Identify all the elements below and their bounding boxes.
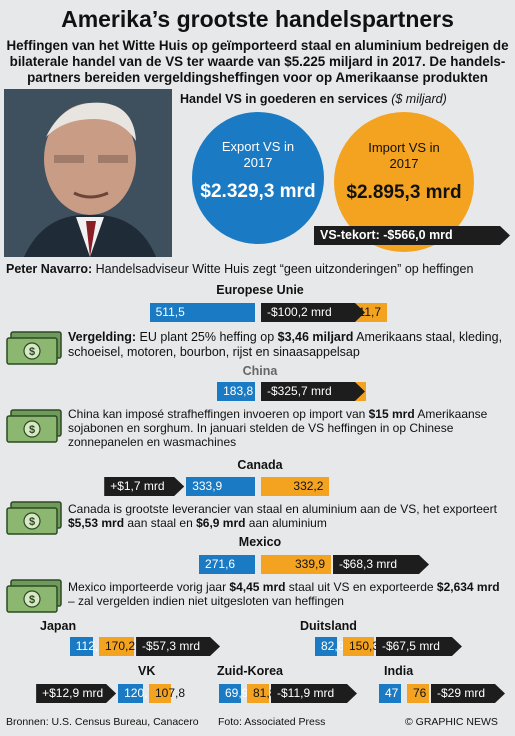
canada-note: Canada is grootste leverancier van staal… bbox=[68, 502, 508, 530]
eu-note-bold: Vergelding: bbox=[68, 330, 137, 344]
balance-tag: -$325,7 mrd bbox=[261, 382, 365, 401]
eu-note-text: Amerikaans staal, kleding, schoeisel, mo… bbox=[68, 330, 503, 359]
balance-tag: +$12,9 mrd bbox=[36, 684, 116, 703]
china-note-text: Amerikaanse sojabonen en sorghum. In jan… bbox=[68, 407, 488, 449]
country-label: VK bbox=[138, 664, 156, 678]
canada-note-amount: $5,53 mrd bbox=[68, 516, 125, 530]
china-note: China kan imposé strafheffingen invoeren… bbox=[68, 407, 508, 449]
mexico-note-text: Mexico importeerde vorig jaar bbox=[68, 580, 230, 594]
country-label: China bbox=[242, 364, 278, 378]
money-icon: $ bbox=[6, 409, 62, 443]
balance-tag: -$11,9 mrd bbox=[271, 684, 357, 703]
balance-tag: -$100,2 mrd bbox=[261, 303, 365, 322]
export-bar: 120,7 bbox=[118, 684, 154, 703]
eu-note-text: EU plant 25% heffing op bbox=[136, 330, 278, 344]
page-subtitle: Heffingen van het Witte Huis op geïmport… bbox=[6, 38, 509, 85]
sources: Bronnen: U.S. Census Bureau, Canacero bbox=[6, 716, 199, 728]
balance-tag: -$57,3 mrd bbox=[136, 637, 220, 656]
china-note-text: China kan imposé strafheffingen invoeren… bbox=[68, 407, 369, 421]
export-bar: 69,9 bbox=[219, 684, 248, 703]
country-label: Canada bbox=[237, 458, 283, 472]
export-bar: 511,5 bbox=[149, 303, 255, 322]
summary-heading: Handel VS in goederen en services ($ mil… bbox=[180, 92, 510, 106]
import-bar: 107,8 bbox=[149, 684, 185, 703]
export-bar: 183,8 bbox=[217, 382, 255, 401]
mexico-note: Mexico importeerde vorig jaar $4,45 mrd … bbox=[68, 580, 508, 608]
balance-tag: -$68,3 mrd bbox=[333, 555, 429, 574]
import-bar: 81,8 bbox=[247, 684, 276, 703]
export-circle: Export VS in 2017 $2.329,3 mrd bbox=[192, 112, 324, 244]
svg-text:$: $ bbox=[29, 346, 35, 358]
country-label: Zuid-Korea bbox=[217, 664, 283, 678]
import-bar: 150,3 bbox=[343, 637, 379, 656]
import-bar: 339,9 bbox=[261, 555, 332, 574]
export-bar: 271,6 bbox=[199, 555, 255, 574]
mexico-note-amount: $4,45 mrd bbox=[229, 580, 286, 594]
mexico-note-amount: $2,634 mrd bbox=[436, 580, 500, 594]
import-label: Import VS in 2017 bbox=[368, 140, 440, 171]
country-label: India bbox=[384, 664, 414, 678]
canada-note-text: aan aluminium bbox=[245, 516, 327, 530]
eu-note: Vergelding: EU plant 25% heffing op $3,4… bbox=[68, 330, 508, 360]
navarro-quote: Handelsadviseur Witte Huis zegt “geen ui… bbox=[92, 262, 474, 276]
export-label: Export VS in 2017 bbox=[221, 139, 295, 170]
import-bar: 170,2 bbox=[99, 637, 135, 656]
navarro-caption: Peter Navarro: Handelsadviseur Witte Hui… bbox=[6, 262, 511, 276]
balance-tag: -$29 mrd bbox=[431, 684, 505, 703]
summary-heading-text: Handel VS in goederen en services bbox=[180, 92, 388, 106]
money-icon: $ bbox=[6, 579, 62, 613]
svg-text:$: $ bbox=[29, 594, 35, 606]
money-icon: $ bbox=[6, 501, 62, 535]
mexico-note-text: staal uit VS en exporteerde bbox=[285, 580, 437, 594]
svg-text:$: $ bbox=[29, 516, 35, 528]
country-label: Japan bbox=[40, 619, 77, 633]
portrait-illustration bbox=[4, 89, 172, 257]
svg-text:$: $ bbox=[29, 424, 35, 436]
navarro-photo bbox=[4, 89, 172, 257]
copyright: © GRAPHIC NEWS bbox=[405, 716, 498, 728]
export-bar: 47 bbox=[379, 684, 401, 703]
balance-tag: +$1,7 mrd bbox=[104, 477, 184, 496]
canada-note-text: aan staal en bbox=[124, 516, 197, 530]
export-bar: 82,8 bbox=[315, 637, 344, 656]
country-label: Duitsland bbox=[300, 619, 357, 633]
import-bar: 332,2 bbox=[261, 477, 330, 496]
country-label: Mexico bbox=[238, 535, 282, 549]
import-bar: 76 bbox=[407, 684, 429, 703]
money-icon: $ bbox=[6, 331, 62, 365]
deficit-tag: VS-tekort: -$566,0 mrd bbox=[314, 226, 510, 245]
eu-note-amount: $3,46 miljard bbox=[277, 330, 354, 344]
balance-tag: -$67,5 mrd bbox=[376, 637, 462, 656]
china-note-amount: $15 mrd bbox=[368, 407, 415, 421]
summary-unit: ($ miljard) bbox=[391, 92, 447, 106]
mexico-note-text: – zal vergelden indien niet uitgesloten … bbox=[68, 594, 344, 608]
canada-note-text: Canada is grootste leverancier van staal… bbox=[68, 502, 497, 516]
photo-credit: Foto: Associated Press bbox=[218, 716, 326, 728]
country-label: Europese Unie bbox=[216, 283, 304, 297]
export-bar: 112,9 bbox=[69, 637, 105, 656]
export-value: $2.329,3 mrd bbox=[200, 181, 316, 202]
canada-note-amount: $6,9 mrd bbox=[196, 516, 246, 530]
import-value: $2.895,3 mrd bbox=[346, 182, 462, 203]
page-title: Amerika’s grootste handelspartners bbox=[61, 6, 454, 32]
navarro-name: Peter Navarro: bbox=[6, 262, 93, 276]
export-bar: 333,9 bbox=[186, 477, 255, 496]
